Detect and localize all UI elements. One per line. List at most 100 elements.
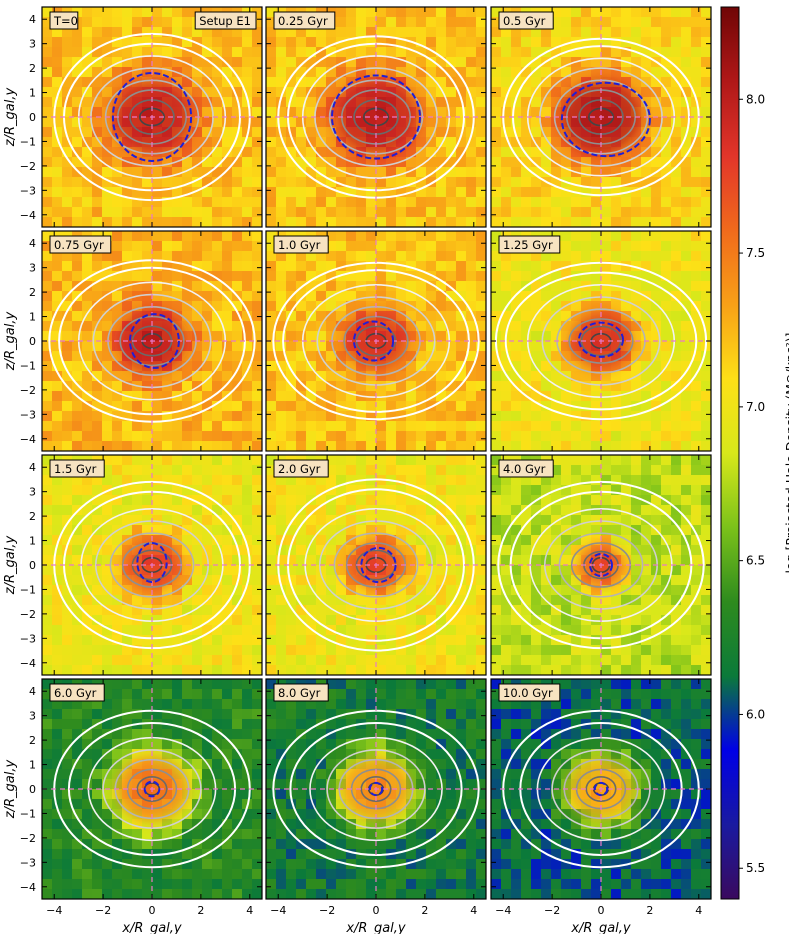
panel-time-label: 6.0 Gyr [49,683,105,702]
panel [491,455,711,675]
x-tick-label: 4 [470,904,477,917]
y-tick-label: 2 [29,734,36,747]
x-tick-label: 4 [695,904,702,917]
density-contour [326,749,426,829]
x-tick-label: −2 [95,904,111,917]
density-contour [109,532,195,598]
panel-time-label: 1.25 Gyr [498,235,561,254]
panel-time-label: 4.0 Gyr [498,459,554,478]
y-tick-label: −2 [20,608,36,621]
density-contour [360,775,392,802]
y-tick-label: 1 [29,311,36,324]
y-tick-label: 3 [29,486,36,499]
svg-text:2.0 Gyr: 2.0 Gyr [278,462,321,476]
svg-text:0.25 Gyr: 0.25 Gyr [278,14,328,28]
panel [266,231,486,451]
y-tick-label: 1 [29,535,36,548]
svg-text:1.25 Gyr: 1.25 Gyr [503,238,553,252]
density-contour [333,532,419,598]
half-mass-contour [136,542,168,584]
x-tick-label: 0 [149,904,156,917]
svg-text:1.5 Gyr: 1.5 Gyr [54,462,97,476]
y-tick-label: 0 [29,335,36,348]
panel [491,231,711,451]
y-tick-label: −3 [20,408,36,421]
x-tick-label: −4 [270,904,286,917]
panel-time-label: 0.75 Gyr [49,235,112,254]
svg-text:0.75 Gyr: 0.75 Gyr [54,238,104,252]
setup-label: Setup E1 [194,11,257,30]
y-tick-label: −4 [20,657,36,670]
y-axis-label: z/R_gal,y [3,760,18,820]
y-tick-label: 2 [29,286,36,299]
x-axis-label: x/R_gal,y [345,921,406,934]
panel-time-label: 2.0 Gyr [273,459,329,478]
svg-text:1.0 Gyr: 1.0 Gyr [278,238,321,252]
half-mass-contour [360,546,397,584]
y-tick-label: 0 [29,111,36,124]
panel [491,7,711,227]
y-tick-label: −4 [20,209,36,222]
y-tick-label: −3 [20,632,36,645]
y-tick-label: 4 [29,13,36,26]
colorbar-tick-label: 6.0 [746,707,765,721]
colorbar-tick-label: 6.5 [746,554,765,568]
svg-text:Setup E1: Setup E1 [199,14,251,28]
y-tick-label: −1 [20,583,36,596]
y-tick-label: −2 [20,384,36,397]
density-contour [504,271,698,411]
x-tick-label: 2 [646,904,653,917]
x-tick-label: 2 [197,904,204,917]
y-tick-label: −3 [20,184,36,197]
colorbar-tick-label: 7.0 [746,400,765,414]
half-mass-contour [353,320,395,362]
colorbar-tick-label: 5.5 [746,861,765,875]
y-tick-label: 4 [29,685,36,698]
svg-text:T=0: T=0 [53,14,78,28]
colorbar-tick-label: 8.0 [746,92,765,106]
density-contour [551,749,651,829]
density-contour [558,532,644,598]
y-tick-label: −3 [20,856,36,869]
colorbar: 5.5 6.0 6.5 7.0 7.5 8.0 log [Projected Halo De… [720,6,789,900]
panel [491,679,711,899]
panel-time-label: T=0 [49,11,79,30]
y-tick-label: 0 [29,559,36,572]
panel-time-label: 1.0 Gyr [273,235,329,254]
x-tick-label: −2 [319,904,335,917]
y-tick-label: 0 [29,783,36,796]
x-tick-label: 4 [246,904,253,917]
density-contour [102,749,202,829]
svg-text:4.0 Gyr: 4.0 Gyr [503,462,546,476]
y-tick-label: −2 [20,832,36,845]
y-tick-label: −1 [20,359,36,372]
x-axis-label: x/R_gal,y [570,921,631,934]
svg-text:0.5 Gyr: 0.5 Gyr [503,14,546,28]
half-mass-contour [111,72,193,162]
half-mass-contour [143,780,161,798]
y-tick-label: 3 [29,38,36,51]
y-tick-label: 4 [29,237,36,250]
half-mass-contour [129,313,180,369]
panel [42,7,262,227]
panel [266,455,486,675]
colorbar-tick-label: 7.5 [746,246,765,260]
y-tick-label: 2 [29,510,36,523]
half-mass-contour [331,74,421,160]
panel [266,7,486,227]
half-mass-contour [578,321,624,358]
y-tick-label: 3 [29,262,36,275]
y-axis-label: z/R_gal,y [3,312,18,372]
y-tick-label: −1 [20,807,36,820]
x-tick-label: −4 [495,904,511,917]
half-mass-contour [368,781,384,797]
y-tick-label: −4 [20,881,36,894]
x-axis-label: x/R_gal,y [121,921,182,934]
y-tick-label: 1 [29,759,36,772]
panel-time-label: 10.0 Gyr [498,683,561,702]
density-contour [136,775,168,802]
x-tick-label: −2 [544,904,560,917]
density-contour [568,318,634,364]
x-tick-label: 2 [421,904,428,917]
